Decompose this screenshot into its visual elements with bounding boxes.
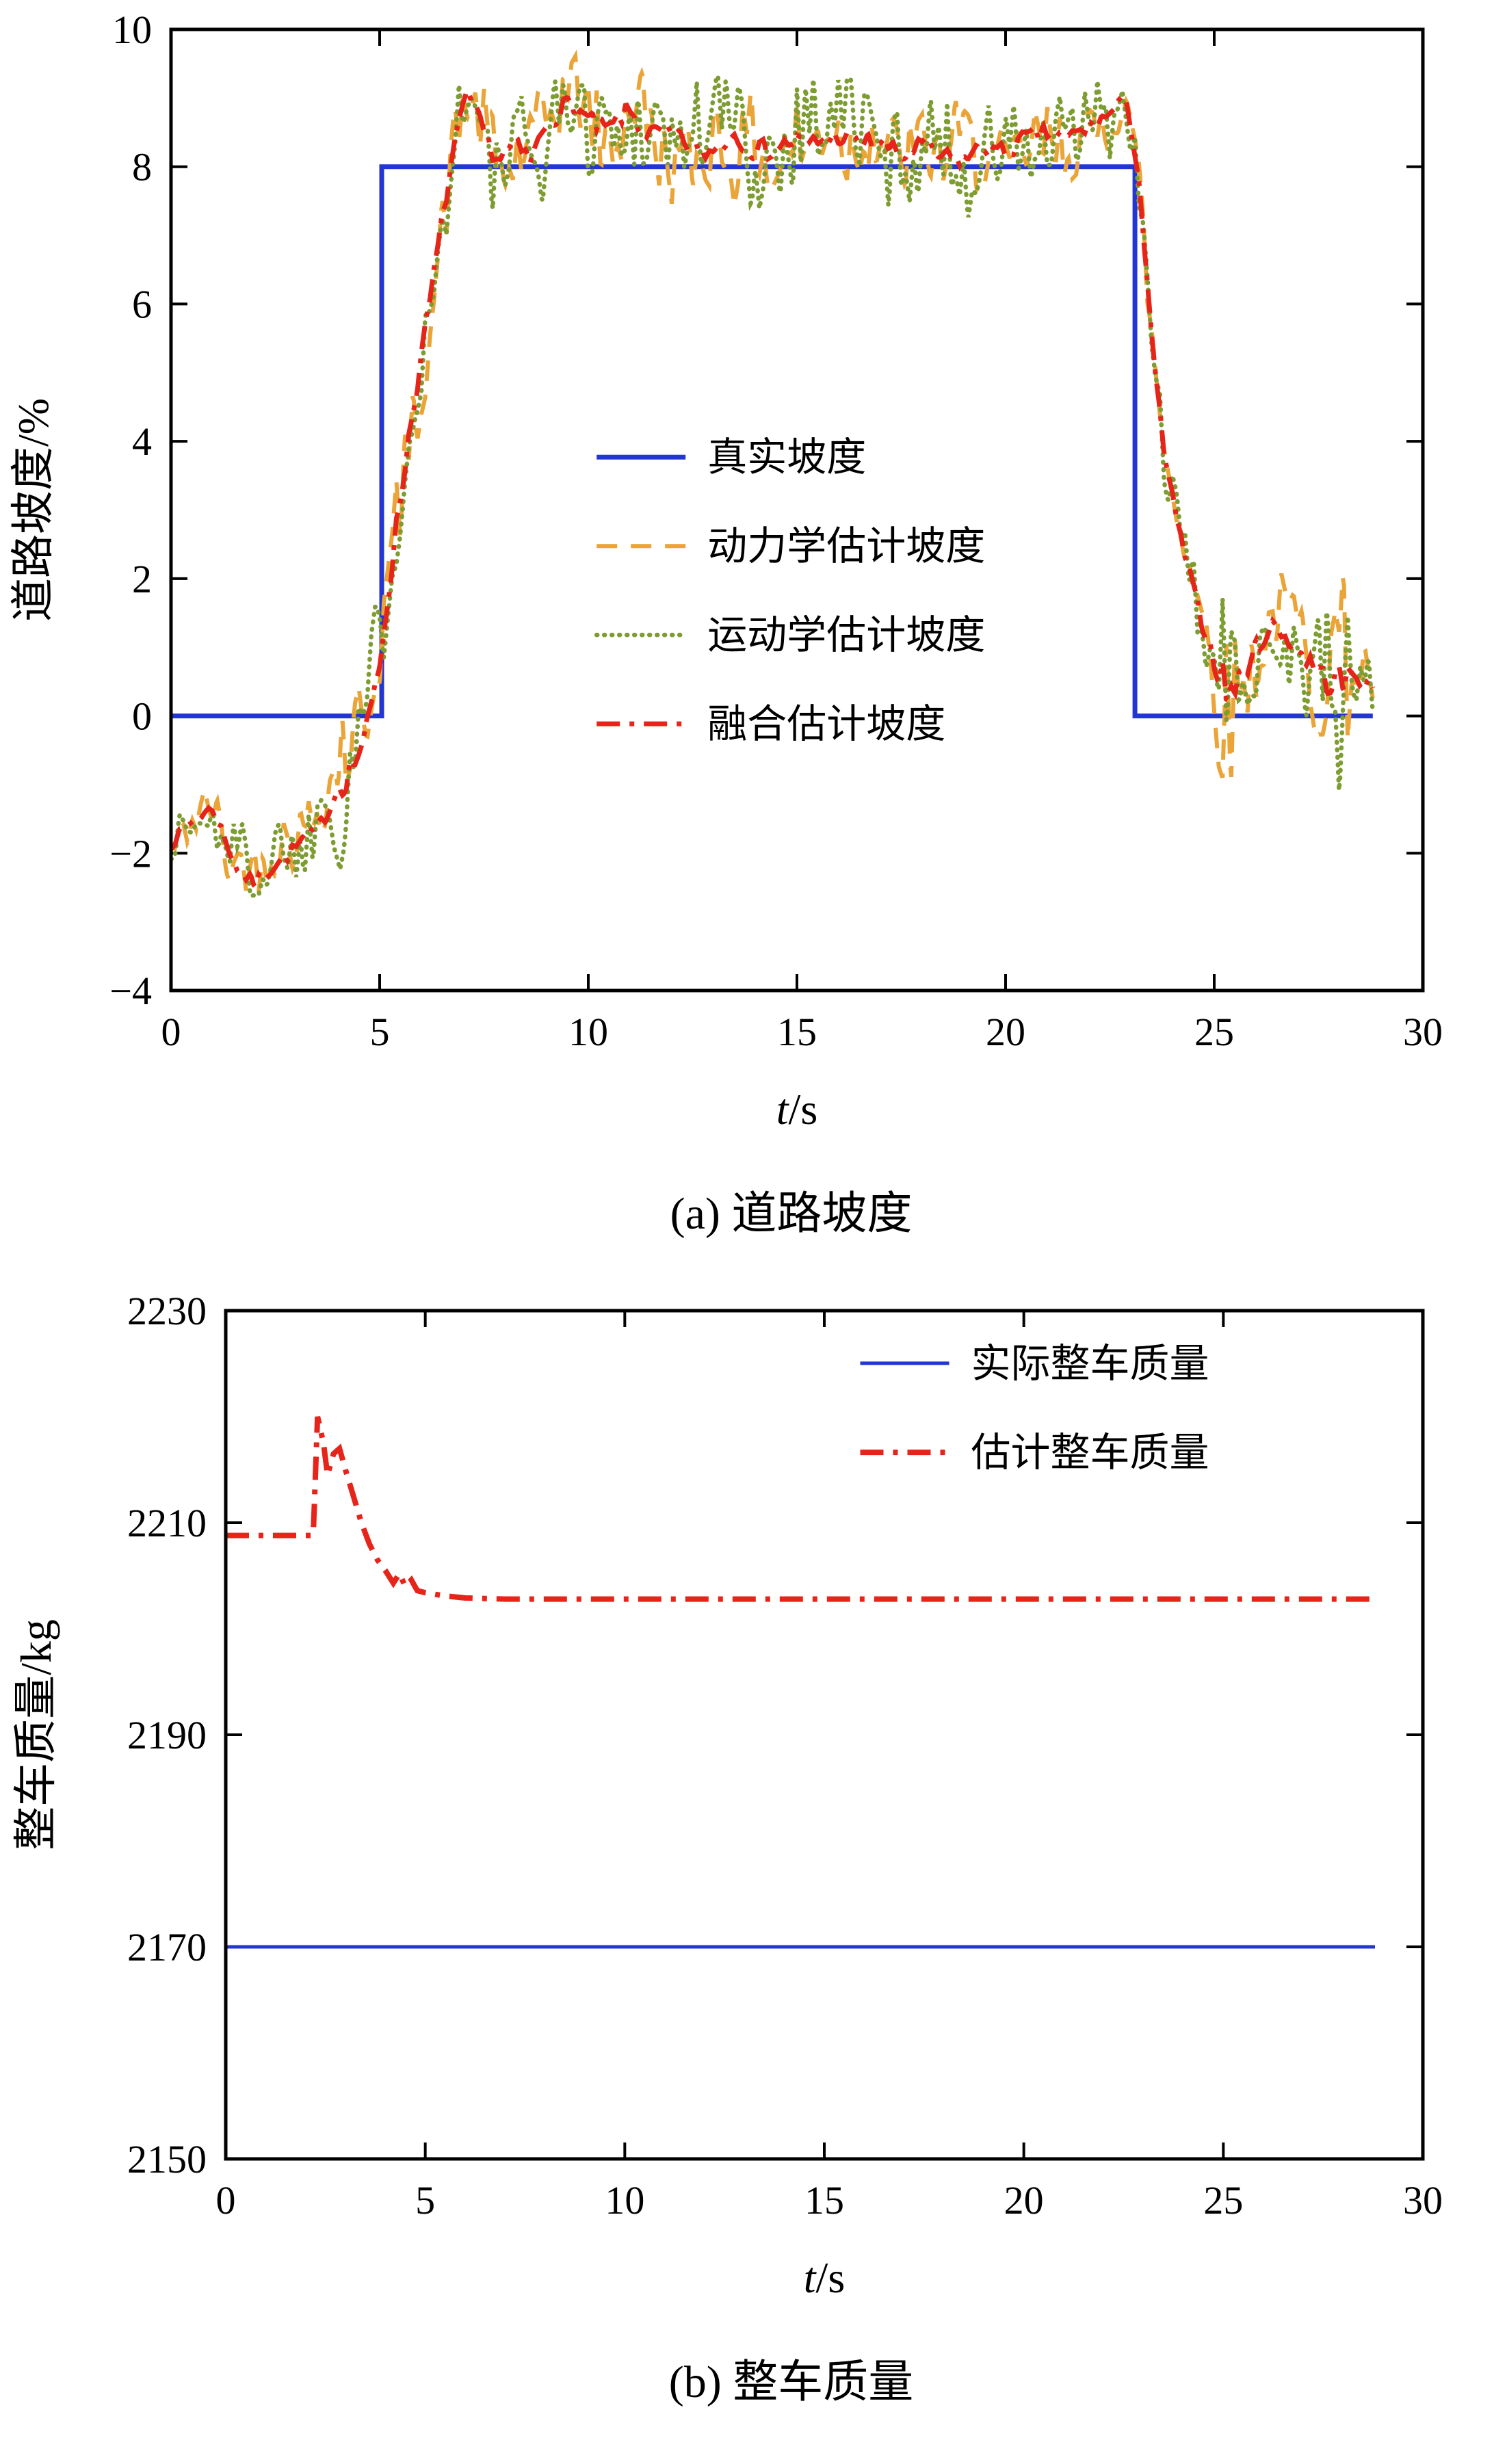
x-tick-label: 5 [370, 1010, 390, 1054]
plot-border [169, 27, 1425, 993]
legend-label: 融合估计坡度 [707, 702, 945, 746]
legend-label: 动力学估计坡度 [707, 524, 985, 568]
x-tick-label: 0 [161, 1010, 181, 1054]
x-axis-label: t/s [804, 2253, 845, 2302]
x-tick-label: 0 [216, 2178, 236, 2223]
x-tick-label: 25 [1194, 1010, 1234, 1054]
y-tick-label: −2 [109, 831, 152, 876]
series-line-3 [171, 86, 1375, 891]
x-tick-label: 10 [605, 2178, 644, 2223]
y-tick-label: 0 [132, 694, 152, 739]
series-line-2 [171, 71, 1376, 899]
caption-b: (b) 整车质量 [668, 2357, 914, 2407]
legend-label: 运动学估计坡度 [707, 613, 985, 657]
y-tick-label: 6 [132, 282, 152, 326]
x-tick-label: 20 [1004, 2178, 1044, 2223]
y-tick-label: 2150 [127, 2137, 207, 2181]
axis-ticks [224, 1309, 1424, 2160]
figure-page: 0 5 10 15 20 25 30 −4 −2 0 2 4 6 8 10 t/s 道路坡度/% 真实坡度动力学估… [0, 5, 1507, 2411]
legend-label: 真实坡度 [707, 435, 866, 480]
y-tick-label: 4 [132, 419, 152, 464]
figure-a: 0 5 10 15 20 25 30 −4 −2 0 2 4 6 8 10 t/s 道路坡度/% 真实坡度动力学估… [0, 5, 1507, 1242]
series-line-0 [171, 164, 1373, 719]
x-tick-label: 10 [568, 1010, 608, 1054]
x-tick-label: 25 [1203, 2178, 1243, 2223]
y-axis-label: 道路坡度/% [9, 398, 57, 622]
y-tick-label: −4 [109, 969, 152, 1013]
x-tick-label: 5 [415, 2178, 435, 2223]
y-tick-label: 2170 [127, 1925, 207, 1969]
x-tick-label: 15 [777, 1010, 817, 1054]
chart-a-road-gradient: 0 5 10 15 20 25 30 −4 −2 0 2 4 6 8 10 t/s 道路坡度/% 真实坡度动力学估… [9, 8, 1443, 1133]
x-tick-label: 20 [986, 1010, 1025, 1054]
axis-ticks [170, 28, 1424, 992]
x-axis-label: t/s [776, 1085, 817, 1133]
caption-a: (a) 道路坡度 [670, 1189, 913, 1239]
legend-label: 实际整车质量 [971, 1341, 1209, 1386]
x-tick-label: 30 [1403, 2178, 1443, 2223]
y-tick-label: 2230 [127, 1289, 207, 1333]
y-tick-label: 10 [112, 8, 152, 52]
chart-b-vehicle-mass: 0 5 10 15 20 25 30 2150 2170 2190 2210 2230 t/s 整车质量/… [12, 1289, 1443, 2302]
y-tick-label: 8 [132, 145, 152, 189]
plot-border [224, 1309, 1425, 2161]
legend-label: 估计整车质量 [971, 1430, 1209, 1475]
x-tick-label: 15 [804, 2178, 844, 2223]
y-tick-label: 2210 [127, 1501, 207, 1545]
x-tick-label: 30 [1403, 1010, 1443, 1054]
figure-b: 0 5 10 15 20 25 30 2150 2170 2190 2210 2230 t/s 整车质量/… [0, 1270, 1507, 2411]
y-tick-label: 2 [132, 557, 152, 601]
y-axis-label: 整车质量/kg [12, 1619, 60, 1850]
y-tick-label: 2190 [127, 1713, 207, 1757]
